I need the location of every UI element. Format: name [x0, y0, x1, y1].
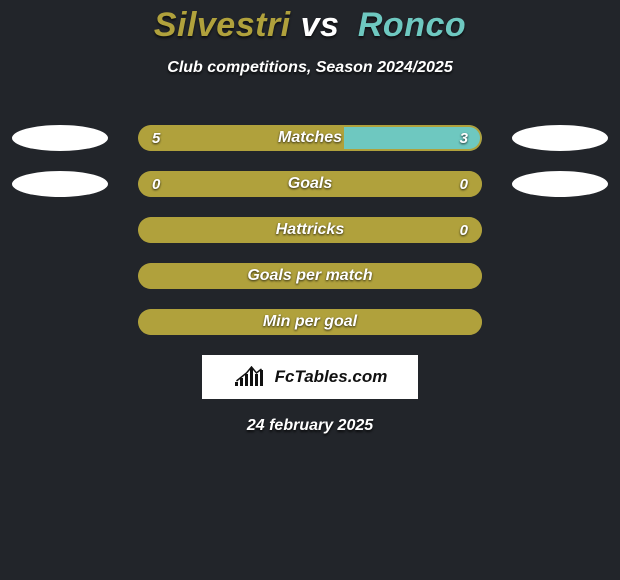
- stat-row-hattricks: Hattricks0: [0, 217, 620, 243]
- bar-chart-icon: [233, 366, 267, 388]
- player2-ellipse-icon: [512, 125, 608, 151]
- stat-value-right: 0: [460, 171, 468, 197]
- stat-value-left: 0: [152, 171, 160, 197]
- stat-bar-goals_per_match: Goals per match: [138, 263, 482, 289]
- stat-label: Hattricks: [138, 217, 482, 243]
- stat-bar-goals: Goals0 0: [138, 171, 482, 197]
- title-player1: Silvestri: [154, 6, 291, 44]
- title-player2: Ronco: [358, 6, 466, 44]
- player1-ellipse-icon: [12, 125, 108, 151]
- stat-row-min_per_goal: Min per goal: [0, 309, 620, 335]
- player2-ellipse-icon: [512, 171, 608, 197]
- stat-label: Min per goal: [138, 309, 482, 335]
- stat-row-matches: Matches5 3: [0, 125, 620, 151]
- stat-rows: Matches53Goals00Hattricks0Goals per matc…: [0, 125, 620, 335]
- comparison-title: Silvestri vs Ronco: [0, 0, 620, 45]
- stat-value-right: 0: [460, 217, 468, 243]
- title-vs: vs: [301, 6, 340, 44]
- fctables-logo: FcTables.com: [202, 355, 418, 399]
- stat-row-goals: Goals0 0: [0, 171, 620, 197]
- stat-label: Goals: [138, 171, 482, 197]
- logo-text: FcTables.com: [275, 367, 388, 387]
- stat-label: Goals per match: [138, 263, 482, 289]
- footer-date: 24 february 2025: [0, 417, 620, 435]
- stat-bar-matches: Matches5 3: [138, 125, 482, 151]
- stat-bar-min_per_goal: Min per goal: [138, 309, 482, 335]
- stat-label: Matches: [138, 125, 482, 151]
- comparison-subtitle: Club competitions, Season 2024/2025: [0, 59, 620, 77]
- stat-bar-hattricks: Hattricks0: [138, 217, 482, 243]
- stat-value-right: 3: [460, 125, 468, 151]
- stat-row-goals_per_match: Goals per match: [0, 263, 620, 289]
- player1-ellipse-icon: [12, 171, 108, 197]
- stat-value-left: 5: [152, 125, 160, 151]
